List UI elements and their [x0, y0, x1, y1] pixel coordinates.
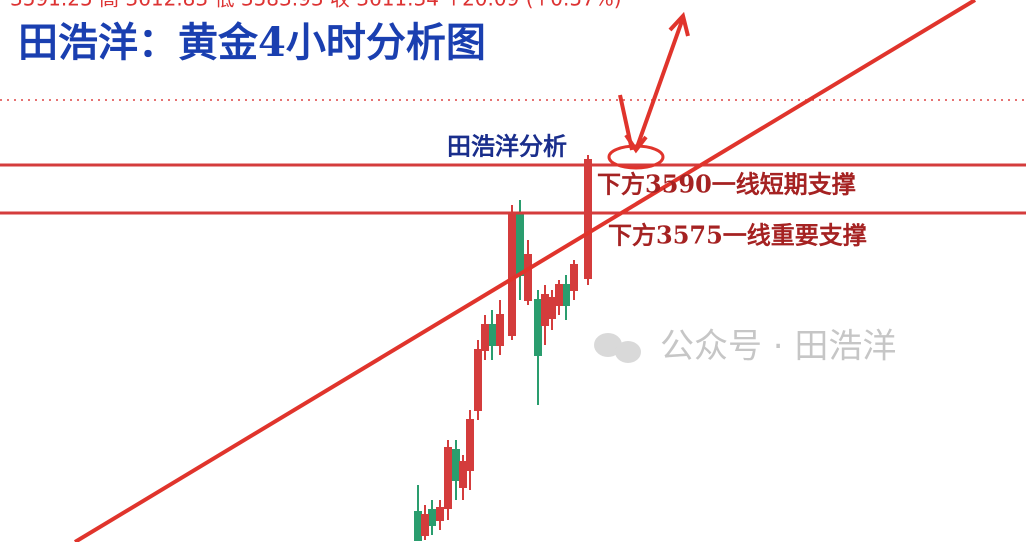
support-label: 下方3575一线重要支撑 — [608, 221, 867, 250]
watermark: 公众号 · 田浩洋 — [594, 327, 896, 367]
author-label: 田浩洋分析 — [447, 132, 567, 161]
watermark-text: 公众号 · 田浩洋 — [660, 327, 896, 367]
candles — [414, 155, 592, 541]
arrows — [618, 11, 690, 154]
support-label: 下方3590一线短期支撑 — [597, 170, 856, 199]
trend-line — [73, 0, 977, 542]
quote-line: 3591.25 高 3612.83 低 3583.93 收 3611.34 +2… — [10, 0, 622, 11]
title: 田浩洋：黄金4小时分析图 — [18, 19, 486, 66]
